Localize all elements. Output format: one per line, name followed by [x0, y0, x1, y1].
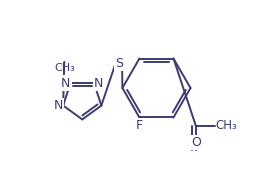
Text: N: N [94, 77, 103, 90]
Text: N: N [54, 99, 63, 112]
Text: CH₃: CH₃ [216, 119, 238, 132]
Text: S: S [115, 57, 123, 70]
Text: F: F [136, 119, 143, 132]
Text: N: N [61, 77, 70, 90]
Text: CH₃: CH₃ [54, 63, 75, 73]
Text: O: O [191, 136, 201, 149]
